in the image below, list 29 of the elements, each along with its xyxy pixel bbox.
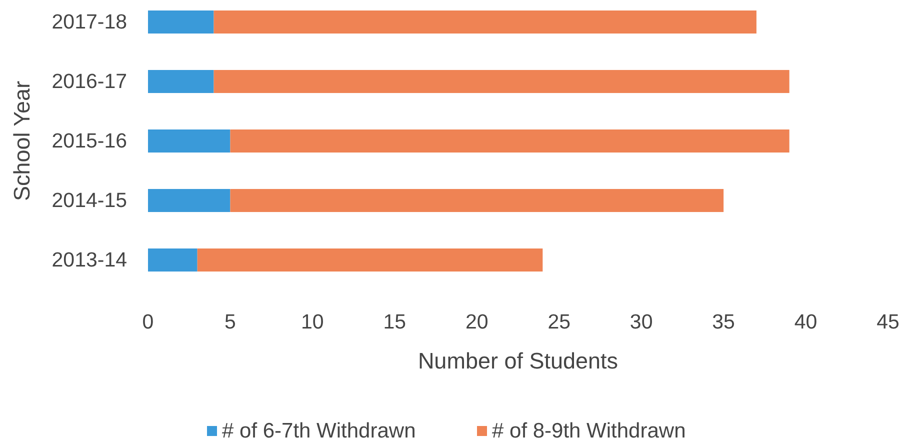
x-axis-title: Number of Students [418, 348, 618, 374]
bar [148, 248, 198, 272]
bar [148, 129, 230, 153]
bar [148, 70, 214, 94]
legend-label: # of 8-9th Withdrawn [492, 420, 686, 442]
y-tick-label: 2014-15 [52, 189, 127, 212]
y-tick-label: 2015-16 [52, 130, 127, 152]
bar [230, 188, 724, 212]
x-tick-label: 20 [465, 310, 488, 334]
legend-label: # of 6-7th Withdrawn [222, 420, 416, 442]
x-tick-label: 0 [142, 310, 154, 334]
y-axis-title: School Year [10, 80, 34, 202]
bar [148, 188, 230, 212]
x-tick-label: 5 [224, 310, 236, 334]
x-tick-label: 35 [712, 310, 735, 334]
bar [197, 248, 543, 272]
x-tick-label: 15 [383, 310, 406, 334]
x-tick-label: 25 [548, 310, 571, 334]
y-tick-label: 2013-14 [52, 248, 127, 272]
x-tick-label: 40 [794, 310, 818, 334]
bar [230, 129, 790, 153]
bar [148, 10, 214, 34]
y-tick-label: 2017-18 [52, 10, 127, 34]
bar [214, 70, 790, 94]
y-tick-label: 2016-17 [52, 70, 127, 93]
bar [214, 10, 756, 34]
x-tick-label: 10 [301, 310, 324, 334]
x-tick-label: 45 [876, 310, 900, 334]
x-tick-label: 30 [630, 310, 653, 334]
